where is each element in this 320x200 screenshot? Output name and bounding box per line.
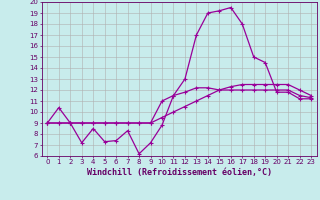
- X-axis label: Windchill (Refroidissement éolien,°C): Windchill (Refroidissement éolien,°C): [87, 168, 272, 177]
